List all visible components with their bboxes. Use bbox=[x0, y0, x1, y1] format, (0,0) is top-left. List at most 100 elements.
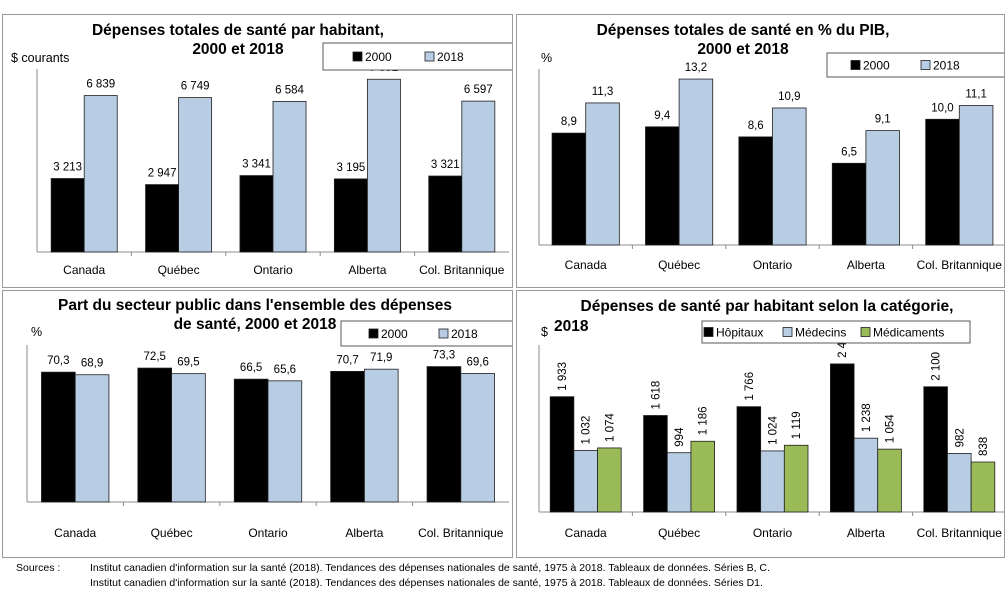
legend-label-2000: 2000 bbox=[863, 59, 890, 73]
chart-title-line-2: 2000 et 2018 bbox=[697, 41, 789, 58]
y-axis-label: $ bbox=[541, 325, 548, 339]
value-label-2000-ontario: 8,6 bbox=[748, 120, 764, 132]
category-label-canada: Canada bbox=[54, 526, 96, 540]
chart-title-line-2: 2018 bbox=[554, 318, 589, 335]
chart-panel-public-share: Part du secteur public dans l'ensemble d… bbox=[2, 290, 513, 558]
value-label-2018-ontario: 10,9 bbox=[778, 91, 800, 103]
legend-swatch-2018 bbox=[920, 60, 931, 70]
value-label-hopitaux-col-britannique: 2 100 bbox=[931, 352, 943, 381]
legend-swatch-2018 bbox=[438, 328, 449, 339]
chart-panel-spending-by-category: Dépenses de santé par habitant selon la … bbox=[516, 290, 1005, 558]
bar-hopitaux-alberta bbox=[830, 363, 855, 513]
value-label-2000-canada: 8,9 bbox=[561, 116, 577, 128]
value-label-2000-alberta: 70,7 bbox=[336, 354, 358, 366]
chart-title-line-1: Dépenses totales de santé en % du PIB, bbox=[597, 22, 890, 39]
bar-2018-col-britannique bbox=[460, 373, 495, 503]
chart-svg-3: Dépenses de santé par habitant selon la … bbox=[538, 298, 1004, 540]
bar-2000-canada bbox=[41, 371, 76, 503]
source-line-1: Institut canadien d'information sur la s… bbox=[90, 562, 770, 574]
category-label-canada: Canada bbox=[565, 258, 607, 272]
chart-svg-2: Part du secteur public dans l'ensemble d… bbox=[26, 297, 512, 540]
category-label-col-britannique: Col. Britannique bbox=[418, 526, 504, 540]
value-label-2018-col-britannique: 6 597 bbox=[464, 84, 493, 96]
bar-2000-ontario bbox=[239, 175, 274, 253]
value-label-medecins-col-britannique: 982 bbox=[954, 428, 966, 447]
category-label-ontario: Ontario bbox=[253, 263, 293, 277]
legend-swatch-2000 bbox=[850, 60, 861, 70]
value-label-2018-alberta: 9,1 bbox=[875, 114, 891, 126]
value-label-2000-col-britannique: 3 321 bbox=[431, 159, 460, 171]
bar-2000-ontario bbox=[233, 378, 269, 503]
legend-label-2000: 2000 bbox=[365, 50, 392, 64]
value-label-2018-col-britannique: 69,6 bbox=[466, 356, 488, 368]
bar-2018-ontario bbox=[272, 100, 307, 253]
bar-2018-alberta bbox=[363, 368, 399, 503]
bar-2018-alberta bbox=[366, 78, 401, 253]
bar-medicaments-ontario bbox=[783, 444, 809, 513]
category-label-col-britannique: Col. Britannique bbox=[917, 258, 1003, 272]
legend-label-medicaments: Médicaments bbox=[873, 326, 944, 340]
bar-2000-col-britannique bbox=[426, 366, 462, 503]
value-label-medecins-quebec: 994 bbox=[674, 427, 686, 447]
bar-2000-canada bbox=[50, 178, 85, 253]
bar-hopitaux-quebec bbox=[643, 415, 668, 513]
bar-hopitaux-ontario bbox=[736, 406, 762, 513]
value-label-2000-ontario: 3 341 bbox=[242, 159, 271, 171]
bar-2000-canada bbox=[551, 132, 587, 246]
value-label-2018-alberta: 71,9 bbox=[370, 352, 392, 364]
category-label-canada: Canada bbox=[63, 263, 105, 277]
y-axis-label: % bbox=[541, 51, 552, 65]
value-label-medicaments-alberta: 1 054 bbox=[885, 414, 897, 443]
value-label-2018-col-britannique: 11,1 bbox=[965, 88, 987, 100]
category-label-canada: Canada bbox=[565, 526, 607, 540]
category-label-alberta: Alberta bbox=[348, 263, 386, 277]
legend-box bbox=[701, 320, 971, 344]
value-label-2018-ontario: 6 584 bbox=[275, 84, 304, 96]
bar-2018-canada bbox=[585, 102, 620, 246]
y-axis-label: $ courants bbox=[11, 51, 69, 65]
value-label-hopitaux-quebec: 1 618 bbox=[650, 381, 662, 410]
sources-note: Sources : Institut canadien d'informatio… bbox=[16, 561, 1001, 591]
bar-2018-ontario bbox=[772, 107, 807, 246]
category-label-ontario: Ontario bbox=[248, 526, 288, 540]
legend-swatch-medecins bbox=[782, 327, 793, 337]
value-label-2000-quebec: 72,5 bbox=[144, 351, 166, 363]
value-label-medicaments-ontario: 1 119 bbox=[791, 411, 803, 439]
category-label-quebec: Québec bbox=[158, 263, 200, 277]
value-label-2018-quebec: 69,5 bbox=[177, 357, 199, 369]
value-label-2000-col-britannique: 10,0 bbox=[931, 102, 953, 114]
chart-title-line-1: Dépenses de santé par habitant selon la … bbox=[581, 298, 954, 315]
value-label-2018-canada: 6 839 bbox=[86, 79, 115, 91]
value-label-2000-alberta: 6,5 bbox=[841, 146, 857, 158]
chart-panel-spending-pct-gdp: Dépenses totales de santé en % du PIB, 20… bbox=[516, 14, 1005, 288]
category-label-alberta: Alberta bbox=[847, 526, 885, 540]
bar-2000-quebec bbox=[137, 367, 173, 503]
value-label-medicaments-quebec: 1 186 bbox=[698, 406, 710, 435]
bar-2000-ontario bbox=[738, 136, 773, 246]
legend-label-2018: 2018 bbox=[451, 327, 478, 341]
value-label-medecins-canada: 1 032 bbox=[581, 416, 593, 445]
category-label-ontario: Ontario bbox=[753, 526, 793, 540]
bar-2018-alberta bbox=[865, 130, 900, 246]
legend-swatch-medicaments bbox=[860, 327, 871, 337]
category-label-alberta: Alberta bbox=[847, 258, 885, 272]
value-label-medecins-ontario: 1 024 bbox=[768, 416, 780, 445]
bar-2018-quebec bbox=[171, 373, 206, 503]
bar-2018-canada bbox=[74, 374, 110, 503]
bar-2000-alberta bbox=[330, 371, 365, 503]
category-label-quebec: Québec bbox=[151, 526, 193, 540]
value-label-2000-quebec: 9,4 bbox=[654, 110, 671, 122]
value-label-2000-ontario: 66,5 bbox=[240, 362, 262, 374]
bar-hopitaux-canada bbox=[549, 396, 575, 513]
legend-swatch-2000 bbox=[368, 328, 379, 339]
chart-title-line-1: Dépenses totales de santé par habitant, bbox=[92, 22, 384, 39]
bar-medecins-ontario bbox=[760, 450, 785, 513]
bar-2000-col-britannique bbox=[428, 175, 463, 253]
bar-2000-alberta bbox=[831, 162, 867, 246]
bar-2000-quebec bbox=[645, 126, 680, 246]
bar-2018-ontario bbox=[267, 380, 303, 503]
chart-title-line-2: 2000 et 2018 bbox=[192, 41, 284, 58]
category-label-ontario: Ontario bbox=[753, 258, 793, 272]
bar-2000-alberta bbox=[333, 178, 368, 253]
legend-label-2018: 2018 bbox=[437, 50, 464, 64]
